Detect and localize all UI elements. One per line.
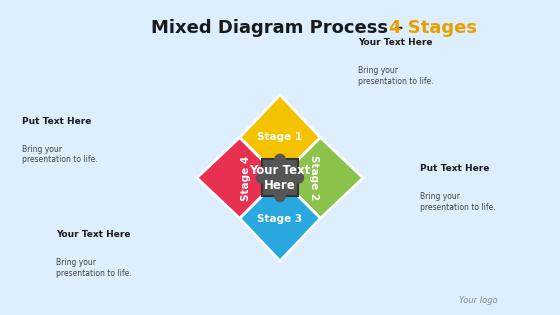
- Text: Mixed Diagram Process –: Mixed Diagram Process –: [151, 19, 409, 37]
- Text: Put Text Here: Put Text Here: [420, 164, 489, 173]
- Text: 4 Stages: 4 Stages: [389, 19, 477, 37]
- Polygon shape: [262, 159, 298, 196]
- Polygon shape: [296, 137, 363, 218]
- Circle shape: [275, 191, 285, 201]
- Circle shape: [275, 154, 285, 165]
- Polygon shape: [197, 137, 264, 218]
- Text: Your logo: Your logo: [459, 296, 498, 305]
- Text: Your Text
Here: Your Text Here: [249, 164, 311, 192]
- Text: Stage 1: Stage 1: [258, 132, 302, 142]
- Polygon shape: [240, 95, 320, 162]
- Text: Your Text Here: Your Text Here: [358, 38, 433, 47]
- Text: Bring your
presentation to life.: Bring your presentation to life.: [420, 192, 496, 212]
- Text: Stage 4: Stage 4: [241, 155, 251, 201]
- Text: Put Text Here: Put Text Here: [22, 117, 92, 126]
- Polygon shape: [240, 193, 320, 261]
- Text: Stage 3: Stage 3: [258, 214, 302, 224]
- Text: Bring your
presentation to life.: Bring your presentation to life.: [22, 145, 98, 164]
- Text: Bring your
presentation to life.: Bring your presentation to life.: [358, 66, 434, 86]
- Circle shape: [293, 173, 304, 183]
- Circle shape: [256, 173, 267, 183]
- Text: Your Text Here: Your Text Here: [56, 230, 130, 239]
- Text: Bring your
presentation to life.: Bring your presentation to life.: [56, 258, 132, 278]
- Text: Stage 2: Stage 2: [309, 155, 319, 200]
